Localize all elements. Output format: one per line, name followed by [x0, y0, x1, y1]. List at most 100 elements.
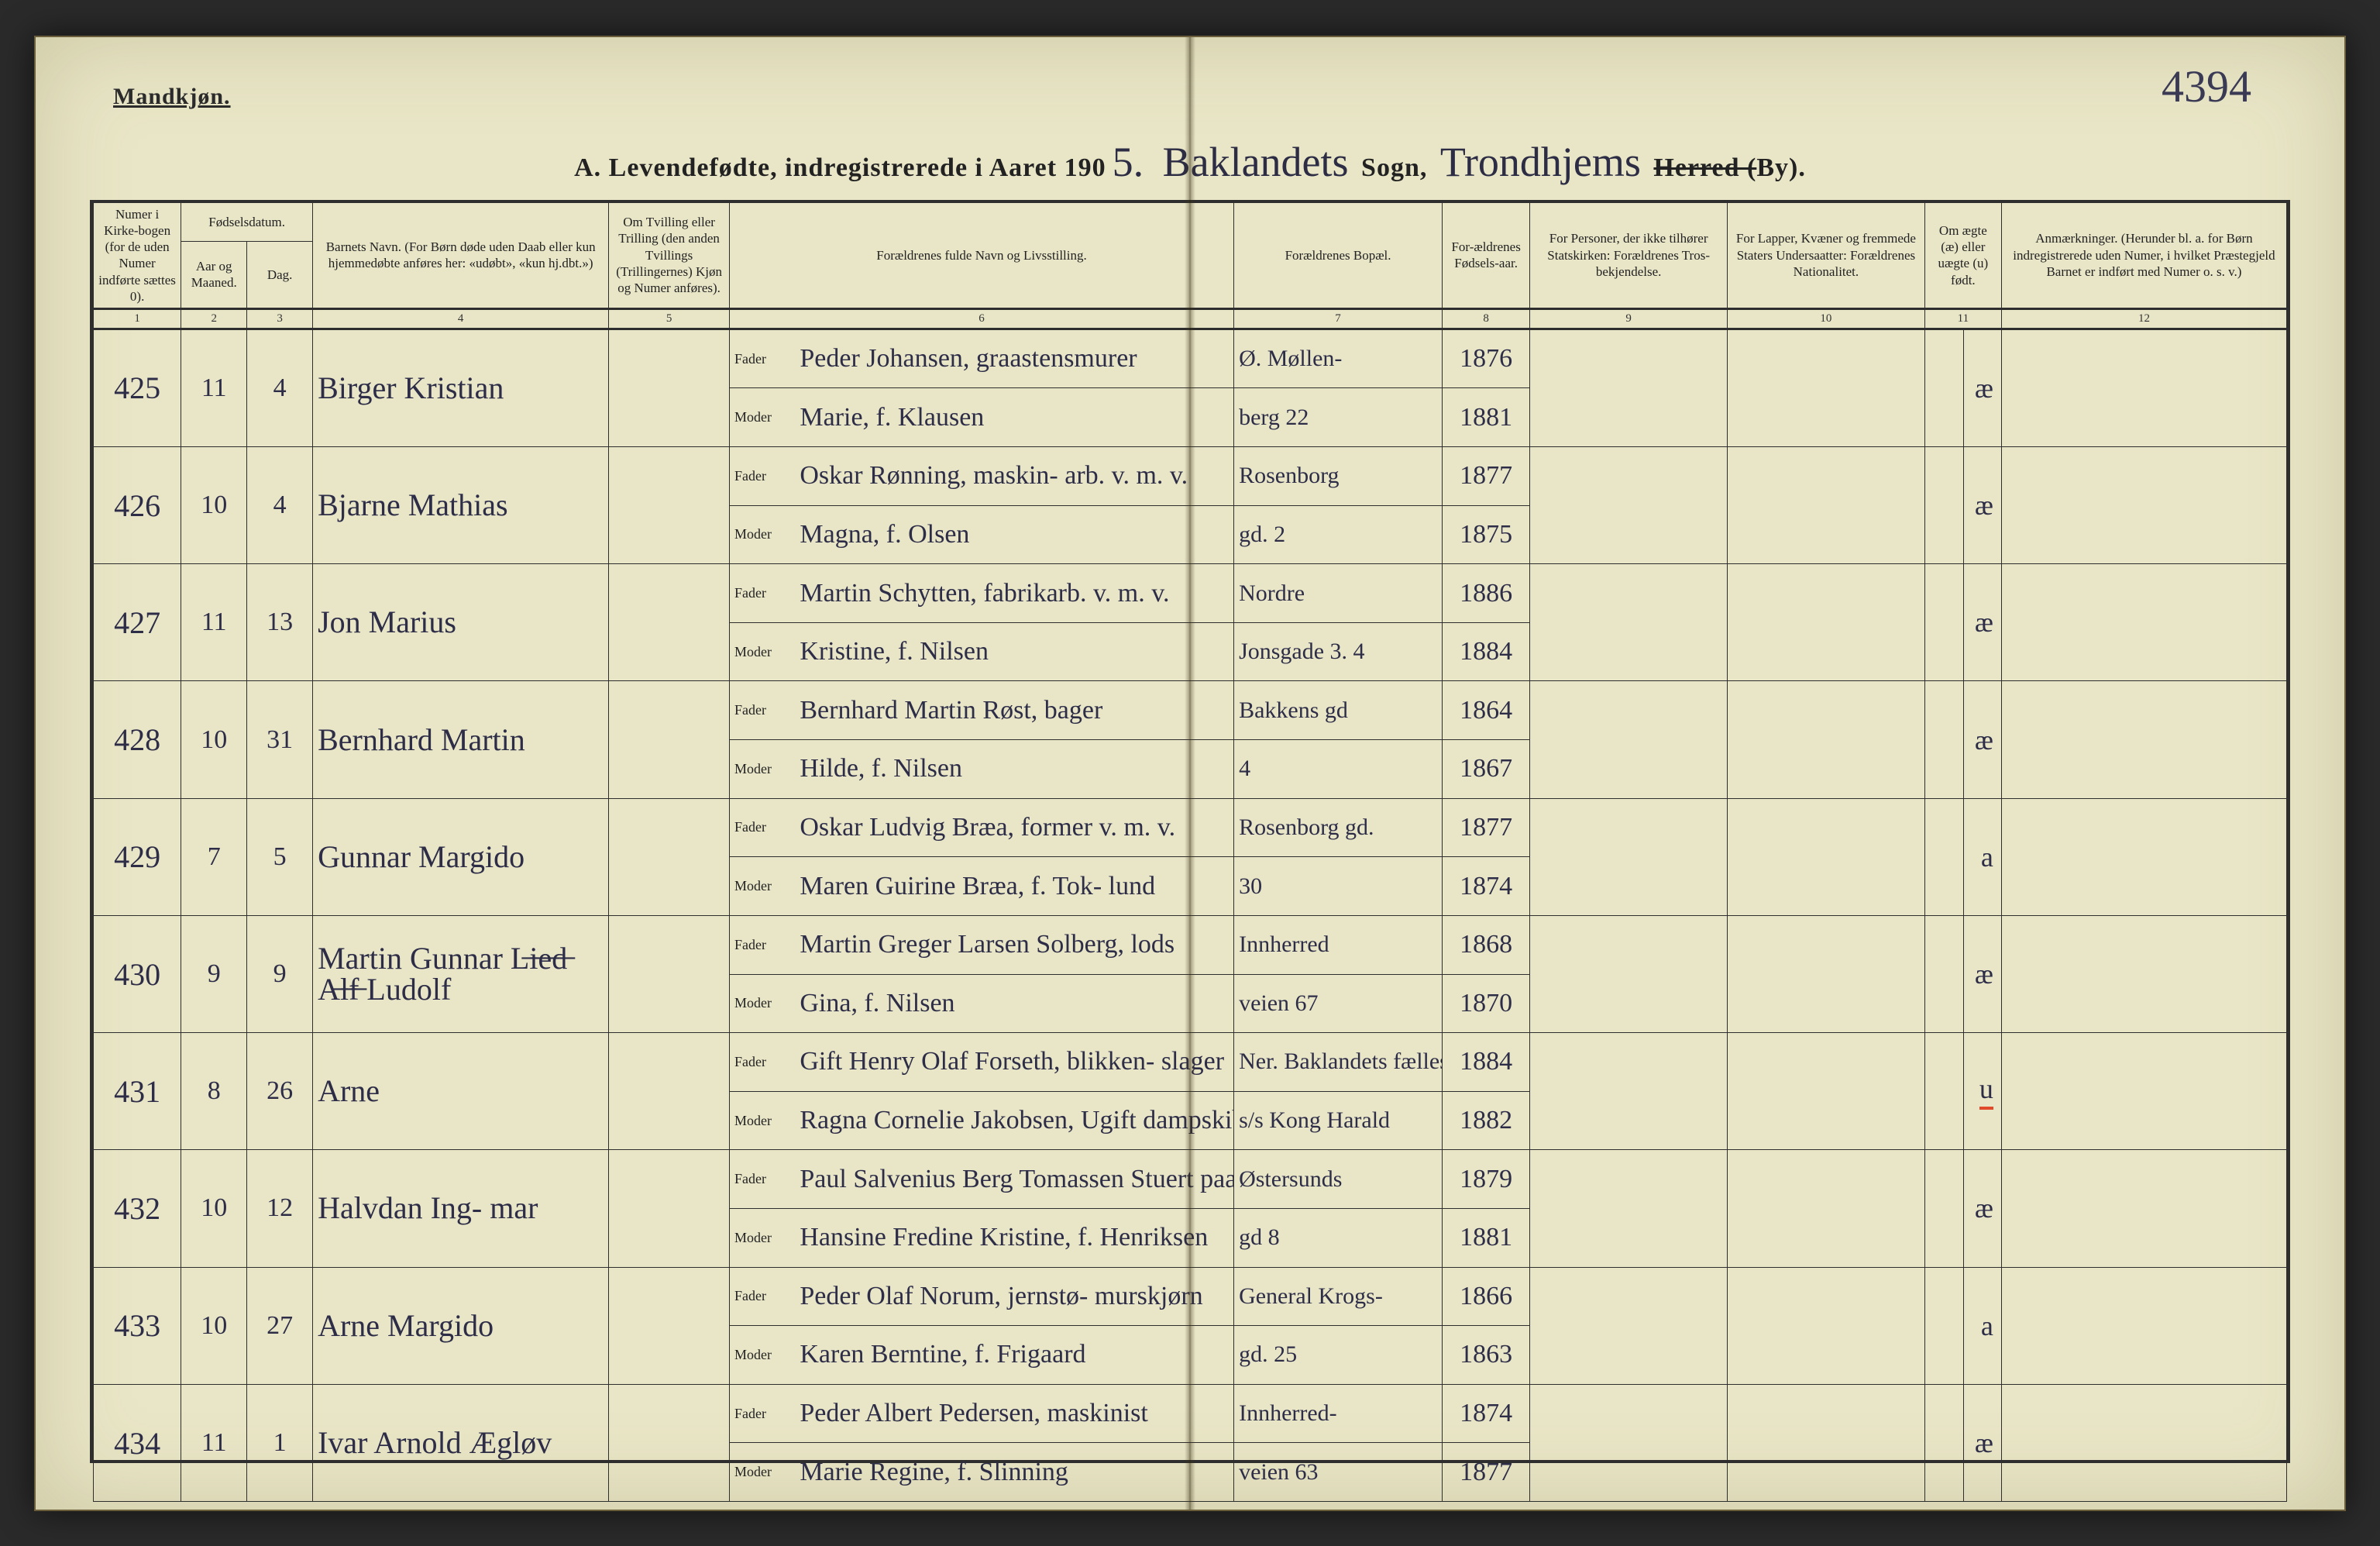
father-name: Bernhard Martin Røst, bager: [795, 681, 1233, 740]
residence-line2: veien 63: [1234, 1443, 1443, 1502]
fader-label: Fader: [729, 681, 795, 740]
child-name: Birger Kristian: [313, 329, 609, 446]
mother-birthyear: 1867: [1443, 740, 1530, 799]
birth-day: 31: [247, 681, 313, 798]
mother-name: Karen Berntine, f. Frigaard: [795, 1326, 1233, 1385]
col-8-header: For-ældrenes Fødsels-aar.: [1443, 202, 1530, 309]
twin-cell: [609, 564, 730, 681]
entry-number: 430: [94, 915, 181, 1032]
remarks-cell: [2001, 1384, 2286, 1501]
religion-cell: [1530, 1033, 1728, 1150]
mother-birthyear: 1863: [1443, 1326, 1530, 1385]
child-name: Arne Margido: [313, 1267, 609, 1384]
entry-number: 431: [94, 1033, 181, 1150]
birth-month: 8: [181, 1033, 247, 1150]
title-year-suffix: 5.: [1106, 139, 1150, 185]
child-name: Gunnar Margido: [313, 798, 609, 915]
table-row: 426104Bjarne MathiasFaderOskar Rønning, …: [94, 447, 2287, 506]
nationality-cell: [1728, 681, 1925, 798]
father-name: Peder Olaf Norum, jernstø- murskjørn: [795, 1267, 1233, 1326]
residence-line1: Østersunds: [1234, 1150, 1443, 1209]
table-row: 43099Martin Gunnar L̶i̶e̶d̶ A̶l̶f̶ Ludol…: [94, 915, 2287, 974]
ledger-page: Mandkjøn. 4394 A. Levendefødte, indregis…: [34, 36, 2346, 1511]
fader-label: Fader: [729, 1384, 795, 1443]
twin-cell: [609, 1033, 730, 1150]
nationality-cell: [1728, 1267, 1925, 1384]
entry-number: 429: [94, 798, 181, 915]
moder-label: Moder: [729, 857, 795, 916]
child-name: Halvdan Ing- mar: [313, 1150, 609, 1267]
remarks-cell: [2001, 798, 2286, 915]
birth-day: 27: [247, 1267, 313, 1384]
legitimacy-mark: a: [1924, 1267, 2001, 1384]
religion-cell: [1530, 1384, 1728, 1501]
col-5-header: Om Tvilling eller Trilling (den anden Tv…: [609, 202, 730, 309]
birth-month: 11: [181, 564, 247, 681]
table-row: 4271113Jon MariusFaderMartin Schytten, f…: [94, 564, 2287, 623]
birth-day: 12: [247, 1150, 313, 1267]
remarks-cell: [2001, 1267, 2286, 1384]
colnum-1: 1: [94, 309, 181, 329]
title-prefix: A. Levendefødte, indregistrerede i Aaret…: [574, 153, 1106, 182]
nationality-cell: [1728, 564, 1925, 681]
twin-cell: [609, 1384, 730, 1501]
col-1-header: Numer i Kirke-bogen (for de uden Numer i…: [94, 202, 181, 309]
father-name: Oskar Ludvig Bræa, former v. m. v.: [795, 798, 1233, 857]
moder-label: Moder: [729, 1091, 795, 1150]
twin-cell: [609, 681, 730, 798]
child-name: Martin Gunnar L̶i̶e̶d̶ A̶l̶f̶ Ludolf: [313, 915, 609, 1032]
father-name: Oskar Rønning, maskin- arb. v. m. v.: [795, 447, 1233, 506]
twin-cell: [609, 1267, 730, 1384]
nationality-cell: [1728, 1033, 1925, 1150]
father-birthyear: 1868: [1443, 915, 1530, 974]
colnum-9: 9: [1530, 309, 1728, 329]
table-row: 42975Gunnar MargidoFaderOskar Ludvig Bræ…: [94, 798, 2287, 857]
father-name: Martin Schytten, fabrikarb. v. m. v.: [795, 564, 1233, 623]
twin-cell: [609, 1150, 730, 1267]
mother-birthyear: 1870: [1443, 974, 1530, 1033]
birth-day: 5: [247, 798, 313, 915]
colnum-4: 4: [313, 309, 609, 329]
colnum-12: 12: [2001, 309, 2286, 329]
residence-line1: Bakkens gd: [1234, 681, 1443, 740]
mother-name: Gina, f. Nilsen: [795, 974, 1233, 1033]
col-9-header: For Personer, der ikke tilhører Statskir…: [1530, 202, 1728, 309]
fader-label: Fader: [729, 447, 795, 506]
mother-name: Hansine Fredine Kristine, f. Henriksen: [795, 1208, 1233, 1267]
legitimacy-mark: æ: [1924, 681, 2001, 798]
fader-label: Fader: [729, 798, 795, 857]
nationality-cell: [1728, 1384, 1925, 1501]
col-3-header: Dag.: [247, 241, 313, 308]
residence-line1: Nordre: [1234, 564, 1443, 623]
col-6-header: Forældrenes fulde Navn og Livsstilling.: [729, 202, 1233, 309]
moder-label: Moder: [729, 505, 795, 564]
legitimacy-mark: æ: [1924, 447, 2001, 564]
mother-name: Marie Regine, f. Slinning: [795, 1443, 1233, 1502]
residence-line2: veien 67: [1234, 974, 1443, 1033]
father-name: Paul Salvenius Berg Tomassen Stuert paa …: [795, 1150, 1233, 1209]
residence-line1: Ner. Baklandets fælleskontor: [1234, 1033, 1443, 1092]
birth-month: 7: [181, 798, 247, 915]
nationality-cell: [1728, 447, 1925, 564]
mother-name: Magna, f. Olsen: [795, 505, 1233, 564]
residence-line2: berg 22: [1234, 388, 1443, 447]
mother-name: Ragna Cornelie Jakobsen, Ugift dampskibs…: [795, 1091, 1233, 1150]
col-7-header: Forældrenes Bopæl.: [1234, 202, 1443, 309]
father-birthyear: 1864: [1443, 681, 1530, 740]
remarks-cell: [2001, 681, 2286, 798]
moder-label: Moder: [729, 388, 795, 447]
religion-cell: [1530, 798, 1728, 915]
fader-label: Fader: [729, 1267, 795, 1326]
residence-line2: 30: [1234, 857, 1443, 916]
remarks-cell: [2001, 447, 2286, 564]
nationality-cell: [1728, 1150, 1925, 1267]
fader-label: Fader: [729, 564, 795, 623]
father-birthyear: 1866: [1443, 1267, 1530, 1326]
residence-line2: s/s Kong Harald: [1234, 1091, 1443, 1150]
fader-label: Fader: [729, 1150, 795, 1209]
page-title: A. Levendefødte, indregistrerede i Aaret…: [36, 138, 2344, 186]
title-sogn-label: Sogn,: [1361, 153, 1427, 182]
moder-label: Moder: [729, 1443, 795, 1502]
birth-month: 9: [181, 915, 247, 1032]
birth-month: 10: [181, 681, 247, 798]
